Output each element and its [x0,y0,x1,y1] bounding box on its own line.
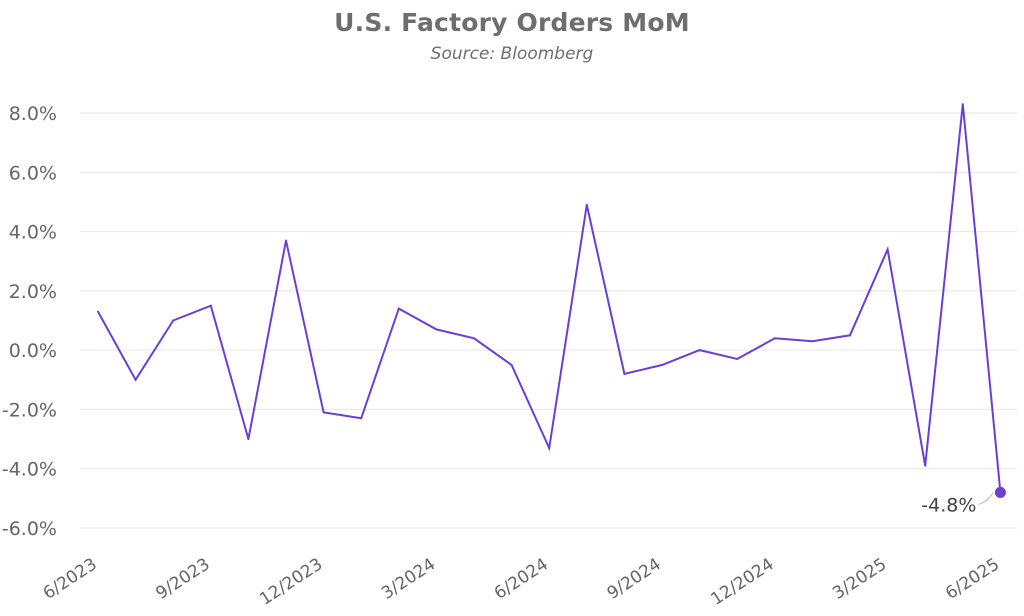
x-tick-label: 9/2024 [604,554,665,603]
last-value-label: -4.8% [921,494,976,516]
y-tick-label: 0.0% [9,340,57,362]
series-line [97,103,1002,493]
y-tick-label: -2.0% [2,399,57,421]
x-tick-label: 12/2024 [707,554,777,609]
data-point [435,328,438,331]
data-point [886,248,889,251]
x-axis-ticks: 6/2023 9/2023 12/2023 3/2024 6/2024 9/2024 12/… [40,554,1003,609]
data-point [172,319,175,322]
data-point [661,363,663,366]
y-tick-label: -4.0% [2,459,57,481]
x-tick-label: 9/2023 [152,554,213,603]
x-tick-label: 6/2025 [942,554,1003,603]
y-tick-label: 6.0% [9,162,57,184]
data-point [510,363,513,366]
data-point [961,103,964,106]
data-point [585,203,588,206]
chart-title: U.S. Factory Orders MoM [334,8,690,37]
x-tick-label: 12/2023 [256,554,326,609]
y-tick-label: -6.0% [2,518,57,540]
callout-leader [978,492,994,505]
data-point [285,239,287,242]
x-tick-label: 3/2025 [829,554,890,603]
data-point [209,304,212,307]
data-point [736,358,739,361]
data-point [698,349,701,352]
x-tick-label: 3/2024 [378,554,439,603]
data-point [134,378,137,381]
annotation-layer: -4.8% [921,486,1006,516]
last-value-marker [994,486,1006,498]
data-point [247,438,250,441]
y-tick-label: 8.0% [9,103,57,125]
y-tick-label: 4.0% [9,222,57,244]
series-layer [97,103,1002,494]
data-point [360,417,363,420]
data-point [473,337,475,340]
data-point [924,464,927,467]
data-point [322,411,325,414]
gridlines [80,112,1017,529]
data-point [397,307,400,310]
x-tick-label: 6/2024 [491,554,552,603]
data-point [548,446,551,449]
data-point [811,340,814,343]
data-point [97,310,99,313]
data-point [773,337,776,340]
data-point [849,334,851,337]
y-tick-label: 2.0% [9,281,57,303]
chart-subtitle: Source: Bloomberg [430,44,594,64]
x-tick-label: 6/2023 [40,554,101,603]
data-point [623,372,626,375]
y-axis-ticks: 8.0% 6.0% 4.0% 2.0% 0.0% -2.0% -4.0% -6.0% [2,103,57,540]
